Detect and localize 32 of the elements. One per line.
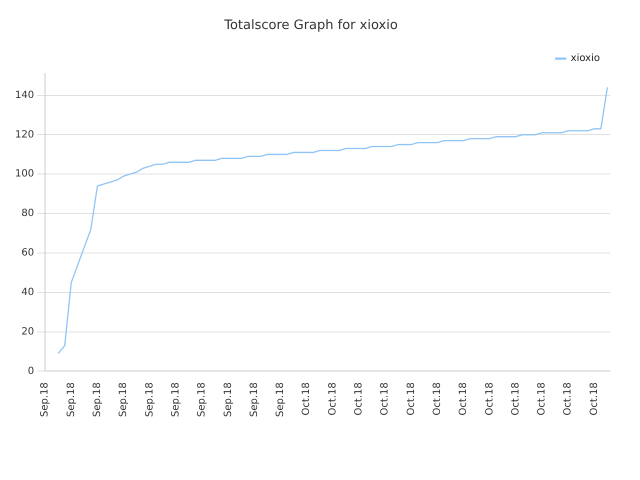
x-tick-label: Sep.18 <box>275 382 286 418</box>
x-tick-label: Sep.18 <box>66 382 77 418</box>
x-tick-label: Oct.18 <box>327 382 338 416</box>
x-tick-label: Oct.18 <box>380 382 391 416</box>
legend-label: xioxio <box>570 53 600 64</box>
x-tick-label: Sep.18 <box>248 382 260 418</box>
x-tick-label: Oct.18 <box>588 382 600 416</box>
chart-title: Totalscore Graph for xioxio <box>223 18 398 34</box>
x-tick-label: Oct.18 <box>536 382 548 416</box>
x-tick-label: Sep.18 <box>92 382 103 418</box>
y-tick-label: 20 <box>21 326 34 338</box>
x-tick-label: Oct.18 <box>510 382 522 416</box>
y-tick-label: 0 <box>28 366 34 377</box>
y-tick-label: 80 <box>21 208 34 220</box>
y-tick-label: 100 <box>14 168 34 180</box>
y-tick-label: 40 <box>21 286 34 298</box>
y-tick-label: 120 <box>14 129 34 140</box>
x-tick-label: Oct.18 <box>458 382 470 416</box>
x-tick-label: Oct.18 <box>484 382 496 416</box>
x-tick-label: Sep.18 <box>144 382 156 418</box>
x-tick-label: Oct.18 <box>406 382 417 416</box>
x-tick-label: Sep.18 <box>40 382 51 418</box>
x-tick-label: Oct.18 <box>432 382 443 416</box>
x-tick-label: Oct.18 <box>354 382 365 416</box>
y-tick-label: 60 <box>21 248 34 259</box>
x-tick-label: Sep.18 <box>170 382 182 418</box>
x-tick-label: Oct.18 <box>301 382 312 416</box>
x-tick-label: Oct.18 <box>562 382 574 416</box>
y-tick-label: 140 <box>14 90 34 101</box>
x-tick-label: Sep.18 <box>222 382 234 418</box>
x-tick-label: Sep.18 <box>118 382 130 418</box>
x-tick-label: Sep.18 <box>196 382 208 418</box>
